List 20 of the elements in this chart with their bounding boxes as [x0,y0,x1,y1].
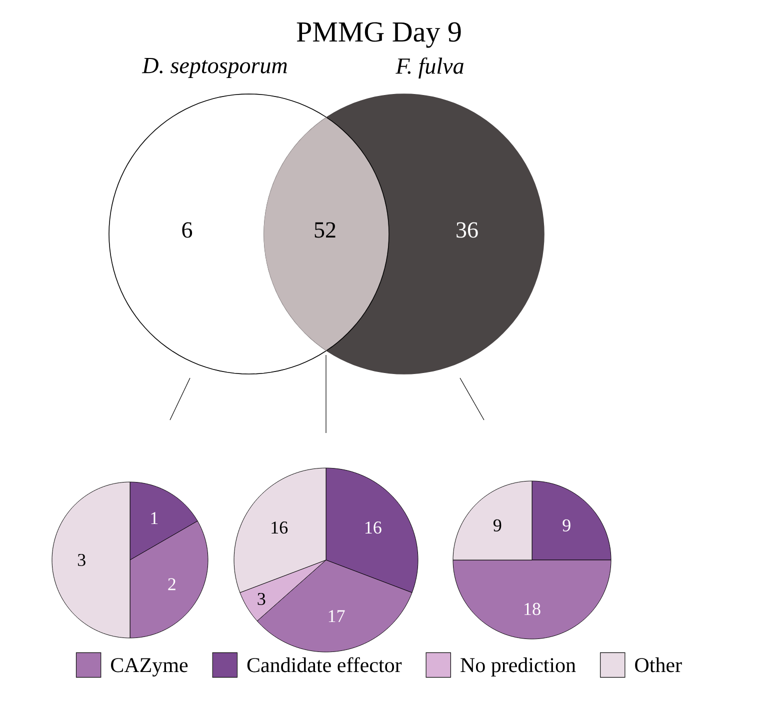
data-label: 3 [258,592,266,606]
category-label: F. fulva [396,57,464,79]
category-label: D. septosporum [142,58,287,78]
data-label: 9 [493,519,502,532]
data-label: 3 [78,554,86,566]
legend-label: CAZyme [111,658,188,677]
data-label: 18 [524,602,540,616]
data-label: 17 [328,610,345,622]
legend-label: Other [635,657,682,672]
data-label: 9 [562,519,570,532]
data-label: 16 [365,522,382,534]
data-label: 2 [168,578,176,590]
legend-label: No prediction [460,657,576,676]
data-label: 16 [272,522,288,534]
data-label: 1 [151,512,158,524]
data-label: 6 [182,222,192,238]
data-label: 36 [456,222,478,238]
legend-label: Candidate effector [247,657,402,672]
data-label: 52 [314,222,336,238]
text: PMMG Day 9 [296,22,461,48]
